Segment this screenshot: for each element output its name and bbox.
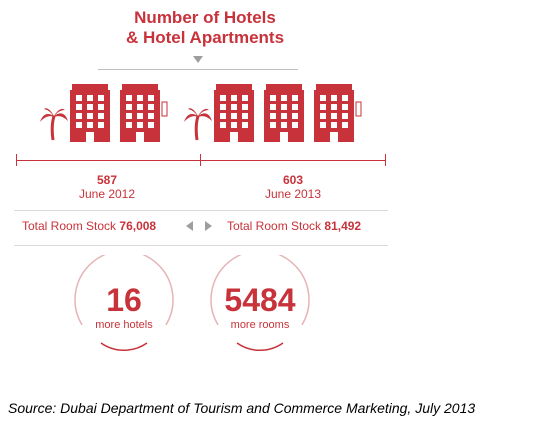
period-2012: 587 June 2012 [32,173,182,201]
hotel-building-icon [264,84,304,142]
hotel-count: 603 [282,173,304,187]
divider [98,69,298,70]
highlight-label: more rooms [230,319,290,331]
circle-ring-icon [74,255,174,352]
highlight-value: 16 [106,282,142,318]
down-arrow-icon [193,56,203,63]
source-note: Source: Dubai Department of Tourism and … [8,400,476,416]
stock-label: Total Room Stock [22,219,117,233]
highlight-value: 5484 [224,282,296,318]
palm-tree-icon [40,108,68,141]
left-arrow-icon [186,221,193,231]
palm-tree-icon [184,108,212,141]
hotel-pictogram [40,84,362,142]
period-2013: 603 June 2013 [218,173,368,201]
circle-ring-icon [210,255,310,352]
hotel-building-icon [120,84,168,142]
period-date: June 2012 [78,187,136,201]
hotel-building-icon [314,84,362,142]
timeline-tick [385,154,386,166]
more-hotels-badge: 16 more hotels [64,255,184,365]
right-arrow-icon [205,221,212,231]
timeline-tick [16,154,17,166]
hotel-count: 587 [96,173,118,187]
room-stock-bar [14,210,388,246]
timeline-tick [200,154,201,166]
title-line-2: & Hotel Apartments [125,28,285,47]
stock-value: 76,008 [119,219,157,233]
more-rooms-badge: 5484 more rooms [200,255,320,365]
room-stock-2012: Total Room Stock 76,008 [22,219,156,233]
title-line-1: Number of Hotels [134,8,276,27]
chart-title: Number of Hotels & Hotel Apartments [0,8,410,48]
hotel-building-icon [214,84,254,142]
stock-value: 81,492 [324,219,362,233]
room-stock-2013: Total Room Stock 81,492 [227,219,361,233]
stock-label: Total Room Stock [227,219,322,233]
hotel-building-icon [70,84,110,142]
timeline [16,160,386,161]
highlight-label: more hotels [95,319,153,331]
period-date: June 2013 [264,187,322,201]
